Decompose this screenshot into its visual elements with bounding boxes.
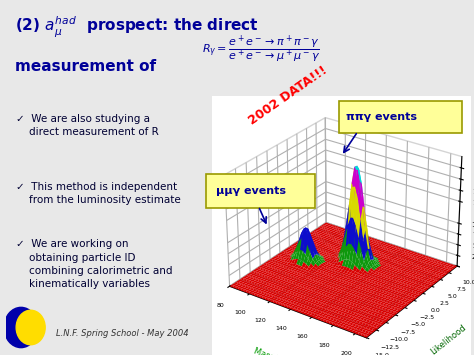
X-axis label: Mass Trk: Mass Trk xyxy=(253,346,289,355)
Text: ✓  This method is independent
    from the luminosity estimate: ✓ This method is independent from the lu… xyxy=(16,182,181,205)
Text: ✓  We are working on
    obtaining particle ID
    combining calorimetric and
  : ✓ We are working on obtaining particle I… xyxy=(16,239,173,289)
Circle shape xyxy=(4,307,38,348)
Text: μμγ events: μμγ events xyxy=(216,186,286,196)
Text: ✓  We are also studying a
    direct measurement of R: ✓ We are also studying a direct measurem… xyxy=(16,114,159,137)
Y-axis label: Likelihood: Likelihood xyxy=(428,323,468,355)
Text: measurement of: measurement of xyxy=(15,59,156,74)
Text: ππγ events: ππγ events xyxy=(346,112,417,122)
FancyBboxPatch shape xyxy=(206,174,315,208)
FancyBboxPatch shape xyxy=(339,101,462,133)
Text: $R_\gamma = \dfrac{e^+e^- \to \pi^+\pi^-\gamma}{e^+e^- \to \mu^+\mu^-\gamma}$: $R_\gamma = \dfrac{e^+e^- \to \pi^+\pi^-… xyxy=(202,34,320,65)
Text: (2) $a_{\mu}^{had}$  prospect: the direct: (2) $a_{\mu}^{had}$ prospect: the direct xyxy=(15,15,259,40)
Text: L.N.F. Spring School - May 2004: L.N.F. Spring School - May 2004 xyxy=(56,329,188,338)
Circle shape xyxy=(16,310,45,345)
Text: 2002 DATA!!!: 2002 DATA!!! xyxy=(246,64,330,128)
